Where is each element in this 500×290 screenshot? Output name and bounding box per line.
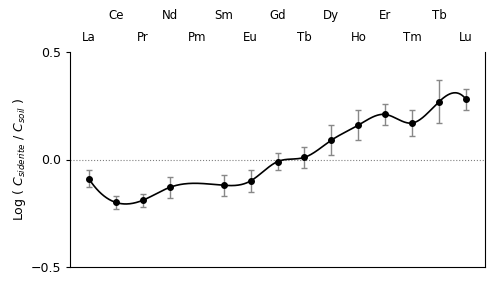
Text: Tb: Tb: [432, 9, 446, 22]
Y-axis label: Log ( $C_{siderite}$ / $C_{soil}$ ): Log ( $C_{siderite}$ / $C_{soil}$ ): [10, 98, 28, 221]
Text: Ce: Ce: [108, 9, 124, 22]
Text: Sm: Sm: [214, 9, 233, 22]
Text: Nd: Nd: [162, 9, 178, 22]
Text: Gd: Gd: [269, 9, 286, 22]
Text: Ho: Ho: [350, 31, 366, 44]
Text: Dy: Dy: [324, 9, 340, 22]
Text: Pm: Pm: [188, 31, 206, 44]
Text: La: La: [82, 31, 96, 44]
Text: Eu: Eu: [243, 31, 258, 44]
Text: Lu: Lu: [460, 31, 473, 44]
Text: Pr: Pr: [137, 31, 148, 44]
Text: Er: Er: [379, 9, 392, 22]
Text: Tb: Tb: [297, 31, 312, 44]
Text: Tm: Tm: [403, 31, 421, 44]
